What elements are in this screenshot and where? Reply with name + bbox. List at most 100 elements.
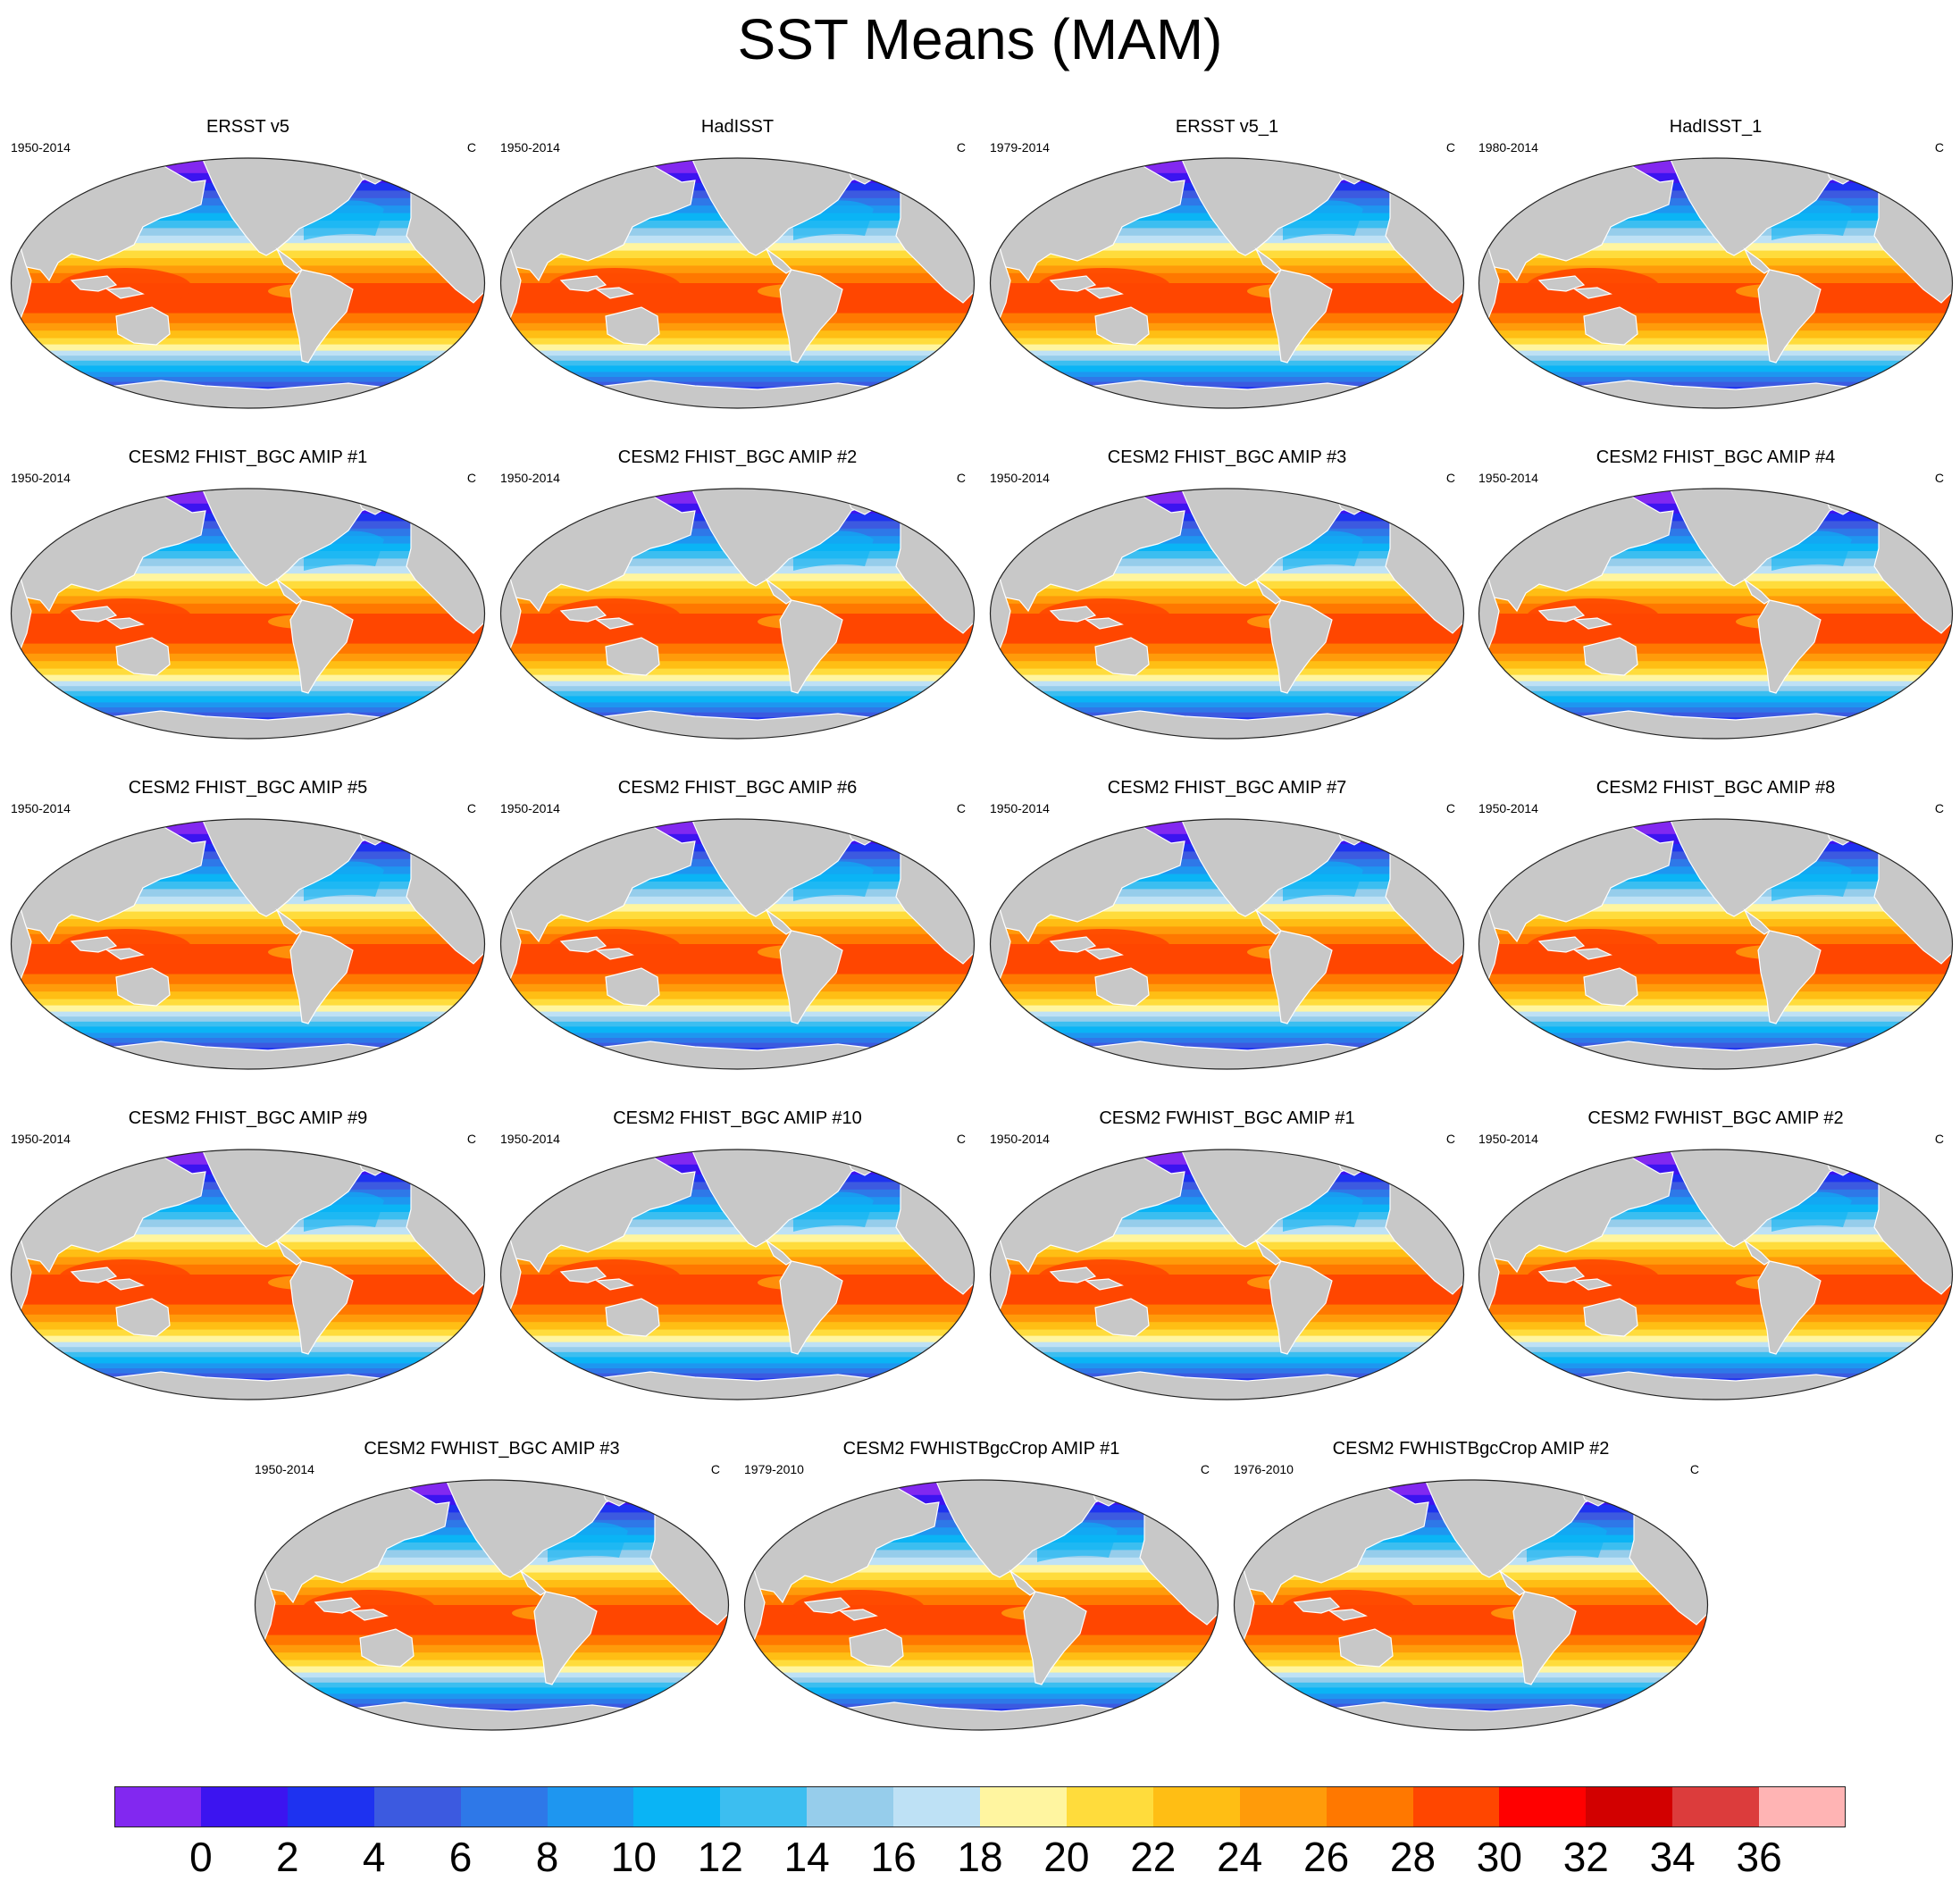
land-maritime-continent bbox=[559, 275, 634, 299]
sst-band bbox=[500, 265, 975, 274]
sst-band bbox=[500, 674, 975, 682]
sst-band bbox=[11, 674, 485, 682]
sst-band bbox=[11, 589, 485, 597]
colorbar-box bbox=[1499, 1786, 1587, 1827]
sst-band bbox=[11, 643, 485, 655]
land-maritime-continent bbox=[1049, 606, 1124, 630]
sst-band bbox=[11, 904, 485, 913]
land-central-america bbox=[765, 247, 792, 274]
panel-title: CESM2 FHIST_BGC AMIP #7 bbox=[1107, 778, 1347, 798]
sst-band bbox=[1234, 1580, 1708, 1588]
sst-band bbox=[990, 322, 1464, 331]
map-border bbox=[10, 157, 486, 409]
land-maritime-continent bbox=[70, 1267, 145, 1291]
sst-band bbox=[500, 338, 975, 346]
panel-units: C bbox=[1445, 801, 1455, 815]
sst-band bbox=[1478, 702, 1953, 708]
sst-band bbox=[744, 1703, 1219, 1710]
sst-band bbox=[744, 1652, 1219, 1661]
sst-band bbox=[1234, 1557, 1708, 1566]
land-central-america bbox=[1254, 908, 1282, 935]
land-south-america bbox=[779, 1260, 843, 1355]
land-australia bbox=[1583, 306, 1638, 346]
sst-band bbox=[11, 919, 485, 927]
sst-band bbox=[11, 1026, 485, 1033]
sst-band bbox=[255, 1565, 729, 1574]
land-australia bbox=[359, 1628, 415, 1668]
sst-band bbox=[1478, 377, 1953, 383]
map-panel: CESM2 FWHISTBgcCrop AMIP #1 1979-2010 C bbox=[742, 1438, 1220, 1733]
sst-band bbox=[500, 1357, 975, 1364]
sst-band bbox=[11, 265, 485, 274]
sst-band bbox=[500, 919, 975, 927]
panel-years: 1976-2010 bbox=[1234, 1462, 1294, 1476]
colorbar-label: 6 bbox=[448, 1834, 473, 1880]
sst-band bbox=[11, 322, 485, 331]
land-maritime-continent bbox=[70, 936, 145, 960]
sst-band bbox=[11, 696, 485, 703]
land-maritime-continent bbox=[1049, 1267, 1124, 1291]
sst-band bbox=[500, 1021, 975, 1027]
sst-band bbox=[1478, 603, 1953, 614]
land-maritime-continent bbox=[1537, 936, 1612, 960]
sst-band bbox=[11, 653, 485, 662]
panel-years: 1950-2014 bbox=[990, 471, 1050, 485]
sst-band bbox=[1234, 1682, 1708, 1688]
map-panel: CESM2 FHIST_BGC AMIP #6 1950-2014 C bbox=[498, 777, 976, 1072]
sst-band bbox=[990, 1329, 1464, 1337]
land-south-america bbox=[1757, 599, 1822, 694]
sst-band bbox=[1478, 381, 1953, 388]
map-panel: CESM2 FWHIST_BGC AMIP #2 1950-2014 C bbox=[1477, 1108, 1955, 1402]
sst-band bbox=[744, 1634, 1219, 1646]
sst-field bbox=[500, 1150, 975, 1400]
sst-band bbox=[990, 702, 1464, 708]
sst-band bbox=[11, 377, 485, 383]
sst-band bbox=[11, 933, 485, 945]
sst-map bbox=[499, 488, 976, 740]
map-border bbox=[499, 1149, 976, 1400]
land-maritime-continent bbox=[1293, 1597, 1368, 1621]
sst-band bbox=[500, 1011, 975, 1017]
sst-band bbox=[11, 911, 485, 920]
sst-band bbox=[1234, 1693, 1708, 1700]
sst-band bbox=[990, 1241, 1464, 1250]
sst-band bbox=[1478, 1011, 1953, 1017]
sst-band bbox=[1478, 681, 1953, 687]
panel-years: 1950-2014 bbox=[255, 1462, 314, 1476]
panel-units: C bbox=[956, 801, 966, 815]
sst-band bbox=[500, 1032, 975, 1039]
sst-band bbox=[255, 1634, 729, 1646]
colorbar-label: 10 bbox=[610, 1834, 657, 1880]
sst-band bbox=[1234, 1634, 1708, 1646]
sst-band bbox=[990, 1026, 1464, 1033]
sst-band bbox=[1234, 1659, 1708, 1668]
sst-band bbox=[11, 330, 485, 339]
sst-band bbox=[990, 235, 1464, 244]
sst-band bbox=[744, 1587, 1219, 1596]
panel-title: CESM2 FWHISTBgcCrop AMIP #2 bbox=[1332, 1439, 1610, 1459]
sst-map bbox=[254, 1479, 730, 1731]
colorbar-label: 32 bbox=[1562, 1834, 1609, 1880]
map-border bbox=[989, 1149, 1465, 1400]
sst-band bbox=[500, 1322, 975, 1331]
sst-band bbox=[744, 1672, 1219, 1678]
sst-band bbox=[990, 1368, 1464, 1375]
sst-field bbox=[1478, 819, 1953, 1069]
panel-years: 1950-2014 bbox=[1478, 1132, 1538, 1146]
sst-map bbox=[499, 157, 976, 409]
sst-band bbox=[990, 1347, 1464, 1353]
sst-band bbox=[255, 1666, 729, 1674]
panel-units: C bbox=[466, 471, 476, 485]
sst-band bbox=[11, 712, 485, 718]
sst-band bbox=[500, 896, 975, 905]
sst-band bbox=[500, 1342, 975, 1348]
sst-band bbox=[11, 983, 485, 992]
sst-band bbox=[11, 1304, 485, 1316]
sst-band bbox=[500, 1335, 975, 1343]
panel-years: 1950-2014 bbox=[1478, 471, 1538, 485]
sst-band bbox=[744, 1693, 1219, 1700]
sst-band bbox=[11, 1011, 485, 1017]
map-panel: CESM2 FHIST_BGC AMIP #2 1950-2014 C bbox=[498, 447, 976, 741]
colorbar-label: 2 bbox=[276, 1834, 299, 1880]
panel-years: 1950-2014 bbox=[500, 140, 560, 155]
